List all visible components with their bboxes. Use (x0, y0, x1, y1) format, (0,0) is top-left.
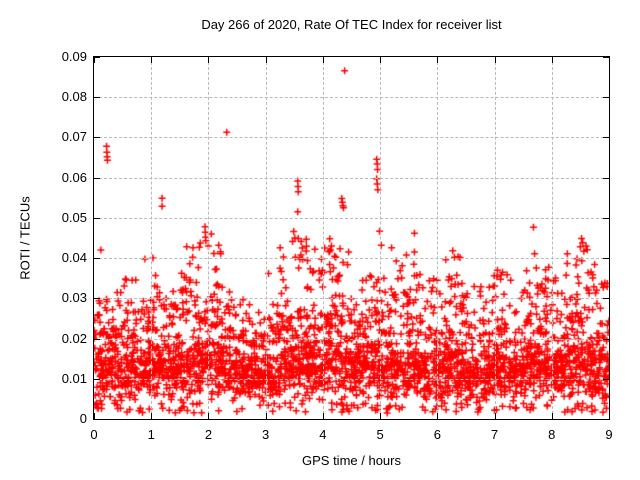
x-tick-mark (551, 413, 553, 419)
y-tick-mark (94, 419, 100, 420)
y-tick-mark (94, 378, 100, 380)
gridline-horizontal (94, 217, 609, 219)
x-tick-label: 7 (490, 427, 499, 442)
y-tick-label: 0.02 (61, 330, 87, 346)
x-tick-mark (322, 413, 324, 419)
x-tick-label: 3 (262, 427, 270, 442)
x-tick-label: 0 (90, 427, 98, 442)
x-tick-mark (494, 57, 496, 63)
y-tick-label: 0.08 (61, 89, 87, 105)
x-tick-label: 5 (376, 427, 384, 442)
x-tick-mark (437, 57, 439, 63)
y-tick-label: 0.05 (61, 209, 87, 225)
y-tick-mark (94, 137, 100, 139)
gridline-vertical (437, 57, 439, 419)
x-tick-label: 4 (319, 427, 327, 442)
y-tick-mark (603, 378, 609, 380)
x-tick-mark (551, 57, 553, 63)
x-tick-label: 2 (204, 427, 213, 442)
gridline-horizontal (94, 298, 609, 300)
y-tick-label: 0.06 (61, 169, 87, 185)
x-tick-mark (437, 413, 439, 419)
gridline-horizontal (94, 97, 609, 99)
y-tick-mark (603, 217, 609, 219)
gridline-vertical (265, 57, 267, 419)
y-tick-mark (94, 97, 100, 99)
y-tick-mark (603, 137, 609, 139)
gridline-vertical (151, 57, 153, 419)
x-tick-mark (494, 413, 496, 419)
y-tick-mark (94, 217, 100, 219)
gridline-vertical (380, 57, 382, 419)
y-tick-label: 0.01 (61, 370, 87, 386)
gridline-horizontal (94, 378, 609, 380)
y-tick-mark (603, 258, 609, 260)
x-tick-label: 1 (147, 427, 155, 442)
x-tick-mark (322, 57, 324, 63)
gridline-horizontal (94, 177, 609, 179)
x-tick-mark (151, 413, 153, 419)
y-tick-mark (603, 97, 609, 99)
gridline-vertical (322, 57, 324, 419)
y-tick-mark (603, 57, 609, 58)
x-tick-mark (151, 57, 153, 63)
chart-title: Day 266 of 2020, Rate Of TEC Index for r… (201, 17, 502, 32)
x-axis-label: GPS time / hours (302, 453, 401, 468)
y-tick-mark (94, 298, 100, 300)
x-tick-mark (609, 57, 610, 63)
x-tick-mark (380, 413, 382, 419)
gridline-vertical (551, 57, 553, 419)
y-tick-label: 0.03 (61, 290, 87, 306)
y-tick-mark (94, 177, 100, 179)
x-tick-mark (94, 413, 95, 419)
y-tick-label: 0 (79, 411, 87, 426)
x-tick-mark (380, 57, 382, 63)
y-tick-mark (603, 338, 609, 340)
y-tick-mark (94, 258, 100, 260)
y-tick-mark (603, 298, 609, 300)
y-tick-mark (94, 57, 100, 58)
gridline-horizontal (94, 338, 609, 340)
y-axis-label: ROTI / TECUs (17, 196, 33, 280)
plot-area (93, 56, 610, 420)
x-tick-mark (265, 57, 267, 63)
x-tick-mark (94, 57, 95, 63)
gridline-horizontal (94, 137, 609, 139)
x-tick-mark (208, 57, 210, 63)
x-tick-label: 8 (548, 427, 556, 442)
y-tick-label: 0.04 (61, 250, 87, 266)
x-tick-label: 9 (605, 427, 613, 442)
scatter-canvas (94, 57, 609, 419)
y-tick-mark (94, 338, 100, 340)
y-tick-mark (603, 177, 609, 179)
x-tick-label: 6 (433, 427, 441, 442)
y-tick-label: 0.07 (61, 129, 87, 145)
x-tick-mark (265, 413, 267, 419)
y-tick-label: 0.09 (61, 49, 87, 64)
gridline-vertical (494, 57, 496, 419)
y-tick-mark (603, 419, 609, 420)
gridline-horizontal (94, 258, 609, 260)
x-tick-mark (208, 413, 210, 419)
x-tick-mark (609, 413, 610, 419)
gridline-vertical (208, 57, 210, 419)
